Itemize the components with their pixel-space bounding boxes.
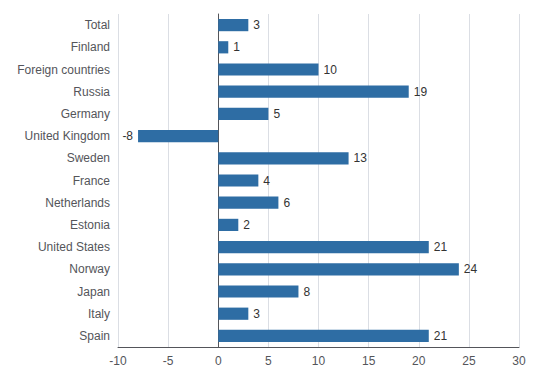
svg-text:United Kingdom: United Kingdom (25, 129, 110, 143)
svg-text:Sweden: Sweden (67, 151, 110, 165)
svg-text:5: 5 (265, 354, 272, 368)
svg-text:Italy: Italy (88, 307, 110, 321)
svg-text:United States: United States (38, 240, 110, 254)
svg-text:3: 3 (253, 18, 260, 32)
svg-text:Germany: Germany (61, 107, 110, 121)
svg-text:10: 10 (324, 63, 338, 77)
svg-text:Foreign countries: Foreign countries (17, 63, 110, 77)
svg-text:Netherlands: Netherlands (45, 196, 110, 210)
svg-text:8: 8 (303, 285, 310, 299)
svg-text:Russia: Russia (73, 85, 110, 99)
svg-text:10: 10 (312, 354, 326, 368)
svg-text:5: 5 (273, 107, 280, 121)
svg-text:15: 15 (362, 354, 376, 368)
svg-text:Japan: Japan (77, 285, 110, 299)
svg-text:Finland: Finland (71, 40, 110, 54)
svg-text:1: 1 (233, 40, 240, 54)
svg-text:20: 20 (412, 354, 426, 368)
svg-text:6: 6 (283, 196, 290, 210)
svg-text:4: 4 (263, 174, 270, 188)
svg-text:2: 2 (243, 218, 250, 232)
svg-text:France: France (73, 174, 111, 188)
svg-text:25: 25 (462, 354, 476, 368)
svg-text:Estonia: Estonia (70, 218, 110, 232)
svg-text:30: 30 (512, 354, 526, 368)
svg-text:24: 24 (464, 262, 478, 276)
svg-text:Norway: Norway (69, 262, 110, 276)
svg-text:19: 19 (414, 85, 428, 99)
svg-text:-5: -5 (163, 354, 174, 368)
svg-text:Spain: Spain (79, 329, 110, 343)
svg-text:Total: Total (85, 18, 110, 32)
svg-text:21: 21 (434, 240, 448, 254)
svg-text:0: 0 (215, 354, 222, 368)
svg-text:3: 3 (253, 307, 260, 321)
svg-text:-10: -10 (109, 354, 127, 368)
svg-text:-8: -8 (122, 129, 133, 143)
svg-text:21: 21 (434, 329, 448, 343)
svg-text:13: 13 (354, 151, 368, 165)
